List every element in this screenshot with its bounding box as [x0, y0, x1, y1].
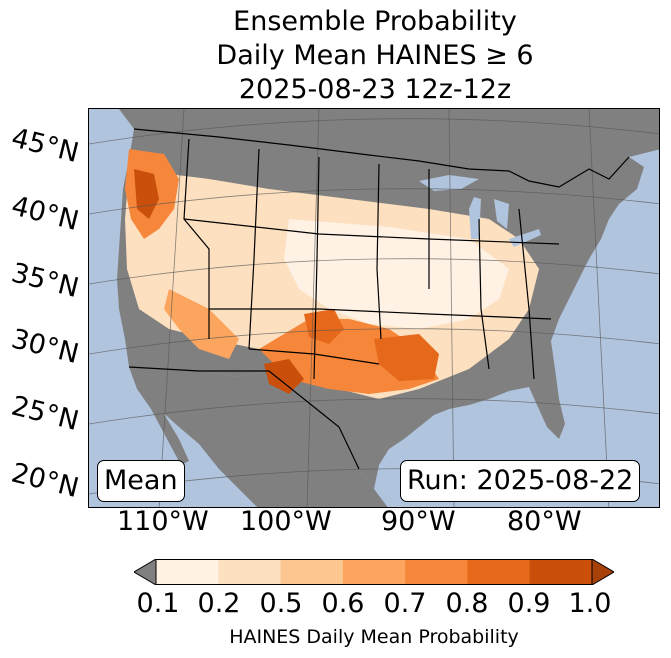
- prob-field-arklatex: [374, 334, 439, 381]
- colorbar-bin-1: [218, 559, 282, 585]
- prob-field-southern-core: [264, 359, 304, 394]
- lat-label-40: 40°N: [8, 190, 82, 238]
- title-line-3: 2025-08-23 12z-12z: [238, 74, 512, 105]
- colorbar-tick-5: 0.8: [445, 588, 489, 619]
- colorbar-tick-7: 1.0: [568, 588, 612, 619]
- colorbar-bin-3: [342, 559, 406, 585]
- colorbar-bin-0: [156, 559, 219, 585]
- colorbar-tick-2: 0.5: [259, 588, 303, 619]
- colorbar-tick-1: 0.2: [197, 588, 241, 619]
- colorbar-tick-6: 0.9: [507, 588, 551, 619]
- map-panel: [88, 108, 660, 508]
- lon-label-100: 100°W: [240, 506, 332, 537]
- mexico-land: [129, 367, 388, 507]
- lake-michigan: [469, 197, 481, 239]
- prob-field-southwest: [164, 289, 239, 359]
- colorbar-bin-2: [280, 559, 344, 585]
- prob-field-pale: [284, 219, 509, 329]
- lon-label-80: 80°W: [507, 506, 582, 537]
- colorbar-tick-4: 0.7: [383, 588, 427, 619]
- prob-field-oklahoma: [304, 309, 344, 344]
- colorbar-bin-5: [467, 559, 531, 585]
- mean-label-box: Mean: [97, 460, 185, 502]
- lake-superior: [419, 175, 479, 191]
- colorbar-bin-4: [405, 559, 468, 585]
- colorbar-tick-0: 0.1: [136, 588, 180, 619]
- lon-label-90: 90°W: [381, 506, 456, 537]
- lat-label-45: 45°N: [8, 122, 82, 170]
- baja-peninsula: [129, 367, 189, 465]
- lon-label-110: 110°W: [117, 506, 209, 537]
- colorbar-frame: [155, 559, 593, 585]
- colorbar-under-arrow: [134, 559, 157, 585]
- lat-label-20: 20°N: [8, 457, 82, 505]
- colorbar-tick-3: 0.6: [321, 588, 365, 619]
- colorbar-over-arrow: [591, 559, 614, 585]
- lat-label-25: 25°N: [8, 390, 82, 438]
- title-line-1: Ensemble Probability: [233, 6, 517, 37]
- lake-huron: [494, 199, 509, 229]
- colorbar-label: HAINES Daily Mean Probability: [229, 626, 519, 648]
- run-label-box: Run: 2025-08-22: [400, 460, 641, 502]
- title-line-2: Daily Mean HAINES ≥ 6: [216, 40, 534, 71]
- canada-land: [89, 109, 659, 187]
- colorbar: [134, 559, 614, 585]
- map-svg: [89, 109, 659, 507]
- borders: [128, 128, 630, 470]
- lat-label-30: 30°N: [8, 323, 82, 371]
- lat-label-35: 35°N: [8, 257, 82, 305]
- colorbar-bin-6: [529, 559, 593, 585]
